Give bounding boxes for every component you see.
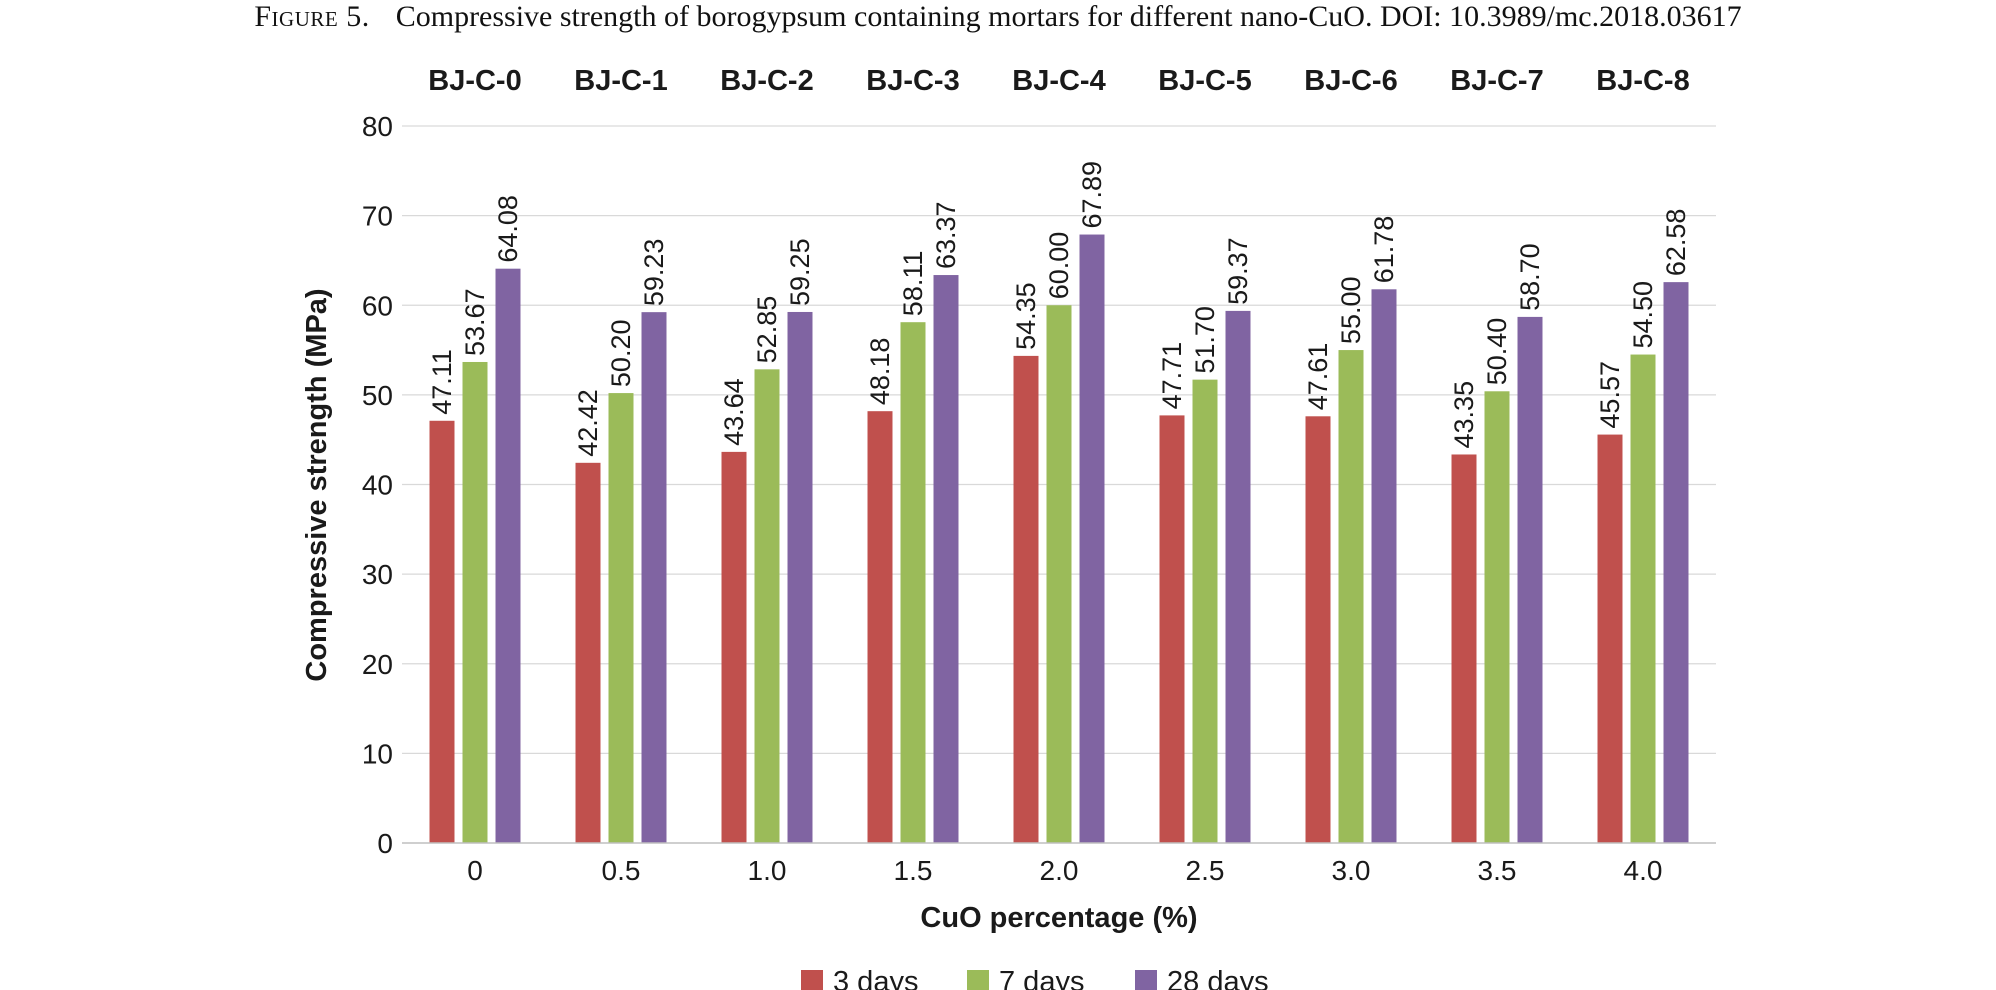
x-axis-title: CuO percentage (%) [920, 902, 1197, 934]
bar [1192, 379, 1218, 843]
y-tick-label: 60 [362, 290, 393, 321]
data-label: 54.50 [1628, 281, 1658, 349]
legend-swatch [801, 970, 823, 990]
x-tick-label: 0.5 [602, 855, 641, 886]
bar [867, 411, 893, 843]
x-tick-label: 2.0 [1040, 855, 1079, 886]
figure-number: Figure 5. [254, 0, 370, 33]
group-label: BJ-C-1 [574, 65, 667, 97]
group-label: BJ-C-0 [428, 65, 521, 97]
bar [1013, 355, 1039, 843]
data-label: 47.11 [427, 349, 457, 415]
x-tick-label: 3.5 [1478, 855, 1517, 886]
legend-label: 28 days [1167, 966, 1269, 990]
data-label: 54.35 [1011, 282, 1041, 350]
group-label: BJ-C-4 [1012, 65, 1105, 97]
bar [1597, 434, 1623, 843]
data-label: 58.70 [1515, 243, 1545, 311]
data-label: 60.00 [1044, 232, 1074, 300]
data-label: 59.25 [785, 238, 815, 306]
data-label: 61.78 [1369, 216, 1399, 284]
y-tick-label: 10 [362, 738, 393, 769]
bar [1079, 234, 1105, 843]
bar [462, 361, 488, 843]
group-label: BJ-C-8 [1596, 65, 1689, 97]
data-label: 51.70 [1190, 306, 1220, 374]
data-label: 50.40 [1482, 318, 1512, 386]
bar [1517, 316, 1543, 843]
figure-caption: Figure 5. Compressive strength of borogyp… [0, 0, 1996, 33]
bar [900, 322, 926, 844]
data-label: 59.37 [1223, 237, 1253, 305]
group-label: BJ-C-5 [1158, 65, 1251, 97]
legend-swatch [967, 970, 989, 990]
y-tick-label: 70 [362, 201, 393, 232]
x-tick-label: 3.0 [1332, 855, 1371, 886]
bar [933, 275, 959, 843]
x-tick-label: 1.0 [748, 855, 787, 886]
data-label: 52.85 [752, 296, 782, 364]
data-label: 48.18 [865, 338, 895, 406]
figure-caption-text: Compressive strength of borogypsum conta… [395, 0, 1742, 33]
x-tick-label: 2.5 [1186, 855, 1225, 886]
data-label: 45.57 [1595, 361, 1625, 429]
bar [1159, 415, 1185, 843]
bars [429, 234, 1689, 844]
bar [575, 462, 601, 843]
legend-swatch [1135, 970, 1157, 990]
y-tick-label: 20 [362, 649, 393, 680]
legend-label: 7 days [999, 966, 1084, 990]
data-label: 53.67 [460, 288, 490, 356]
bar [1484, 391, 1510, 843]
legend: 3 days 7 days 28 days [801, 966, 1269, 990]
x-tick-label: 0 [467, 855, 483, 886]
y-axis-ticks: 0 10 20 30 40 50 60 70 80 [362, 111, 393, 859]
bar [1305, 416, 1331, 843]
data-label: 59.23 [639, 239, 669, 307]
bar [1663, 282, 1689, 844]
data-label: 62.58 [1661, 209, 1691, 277]
data-label: 63.37 [931, 201, 961, 269]
y-tick-label: 0 [377, 828, 393, 859]
data-label: 47.71 [1157, 342, 1187, 410]
bar [1225, 310, 1251, 843]
bar [787, 311, 813, 843]
y-axis-title: Compressive strength (MPa) [301, 288, 333, 681]
data-label: 47.61 [1303, 343, 1333, 411]
data-label: 58.11 [898, 251, 928, 317]
bar [1046, 305, 1072, 843]
bar [495, 268, 521, 844]
data-label: 43.64 [719, 378, 749, 446]
bar [1371, 289, 1397, 843]
x-axis-ticks: 0 0.5 1.0 1.5 2.0 2.5 3.0 3.5 4.0 [467, 855, 1662, 886]
y-tick-label: 80 [362, 111, 393, 142]
bar [1630, 354, 1656, 843]
group-labels: BJ-C-0 BJ-C-1 BJ-C-2 BJ-C-3 BJ-C-4 BJ-C-5 BJ-C… [428, 65, 1689, 97]
bar [608, 393, 634, 843]
bar [1451, 454, 1477, 843]
group-label: BJ-C-7 [1450, 65, 1543, 97]
data-label: 42.42 [573, 389, 603, 457]
group-label: BJ-C-6 [1304, 65, 1397, 97]
data-label: 67.89 [1077, 161, 1107, 229]
x-tick-label: 1.5 [894, 855, 933, 886]
group-label: BJ-C-2 [720, 65, 813, 97]
bar [641, 312, 667, 843]
y-tick-label: 40 [362, 470, 393, 501]
bar [1338, 350, 1364, 843]
legend-label: 3 days [833, 966, 918, 990]
data-label: 43.35 [1449, 381, 1479, 449]
x-tick-label: 4.0 [1624, 855, 1663, 886]
data-label: 55.00 [1336, 276, 1366, 344]
y-tick-label: 50 [362, 380, 393, 411]
bar [721, 451, 747, 843]
data-label: 50.20 [606, 320, 636, 388]
data-label: 64.08 [493, 195, 523, 263]
group-label: BJ-C-3 [866, 65, 959, 97]
bar [754, 369, 780, 843]
bar [429, 420, 455, 843]
y-tick-label: 30 [362, 559, 393, 590]
